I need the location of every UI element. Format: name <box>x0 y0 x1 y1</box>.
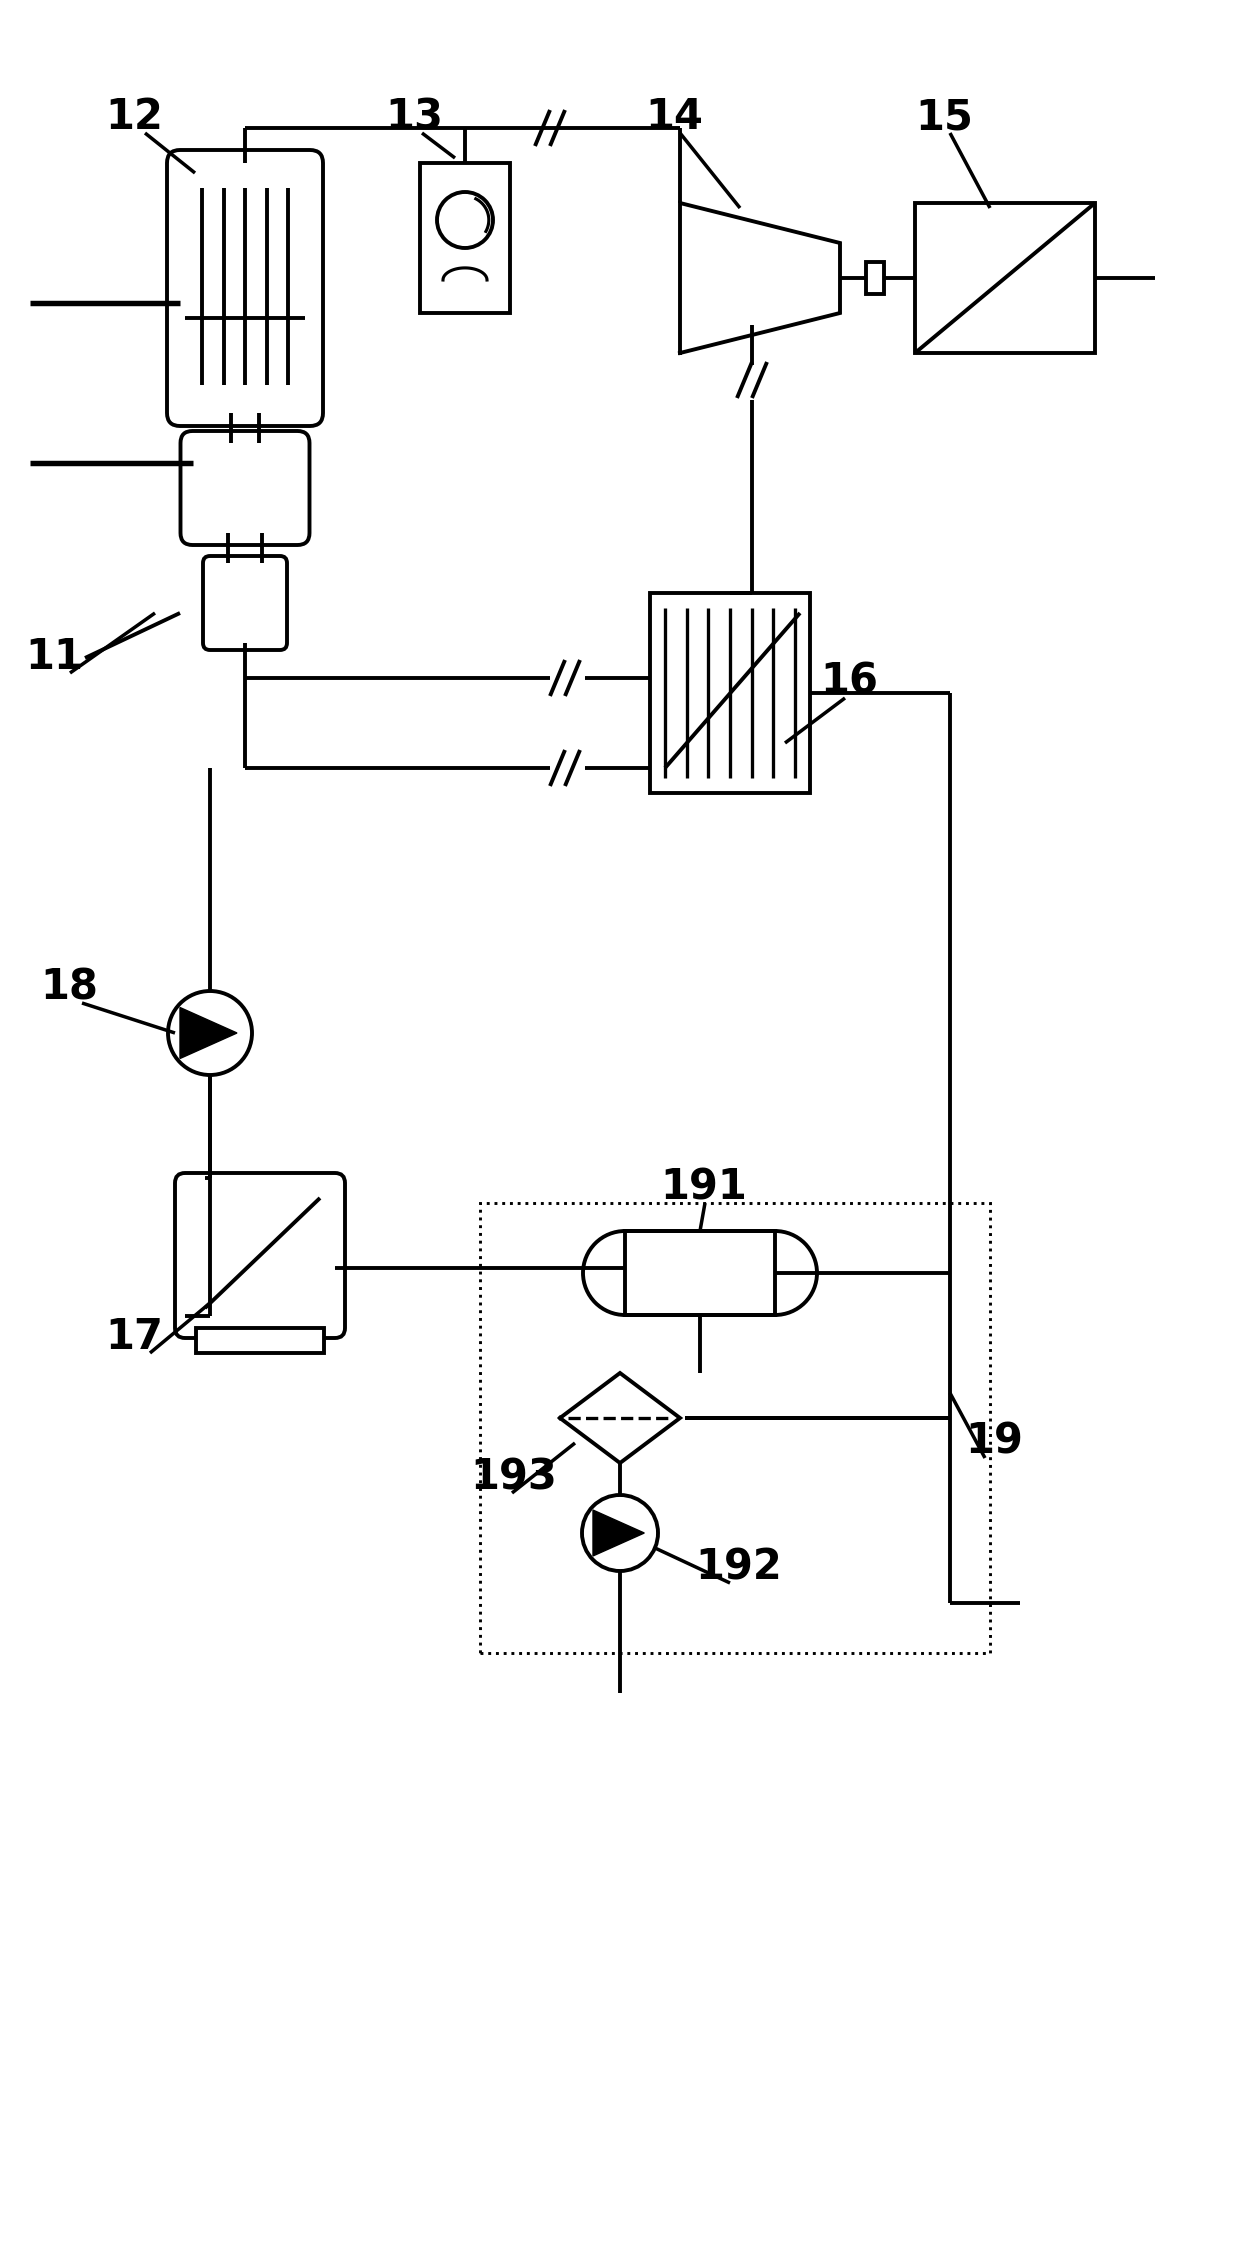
Bar <box>866 263 884 294</box>
Text: 16: 16 <box>820 661 878 704</box>
Text: 191: 191 <box>660 1165 746 1208</box>
Text: 18: 18 <box>40 966 98 1007</box>
Text: 14: 14 <box>645 95 703 138</box>
Circle shape <box>167 991 252 1075</box>
FancyBboxPatch shape <box>181 430 310 545</box>
Text: 13: 13 <box>384 95 443 138</box>
Text: 17: 17 <box>105 1317 162 1358</box>
Text: 192: 192 <box>694 1546 781 1589</box>
Text: 19: 19 <box>965 1421 1023 1462</box>
Bar <box>196 1328 324 1353</box>
Bar <box>480 1204 990 1652</box>
Bar <box>915 204 1095 353</box>
Circle shape <box>436 192 494 249</box>
Polygon shape <box>180 1007 237 1059</box>
Polygon shape <box>593 1509 645 1557</box>
FancyBboxPatch shape <box>203 557 286 649</box>
Text: 11: 11 <box>25 636 83 679</box>
Text: 12: 12 <box>105 95 162 138</box>
Bar <box>420 163 510 312</box>
Bar <box>650 593 810 792</box>
Text: 15: 15 <box>915 95 973 138</box>
FancyBboxPatch shape <box>175 1172 345 1337</box>
Bar <box>625 1231 775 1315</box>
Circle shape <box>582 1496 658 1571</box>
Text: 193: 193 <box>470 1455 557 1498</box>
FancyBboxPatch shape <box>167 149 322 425</box>
